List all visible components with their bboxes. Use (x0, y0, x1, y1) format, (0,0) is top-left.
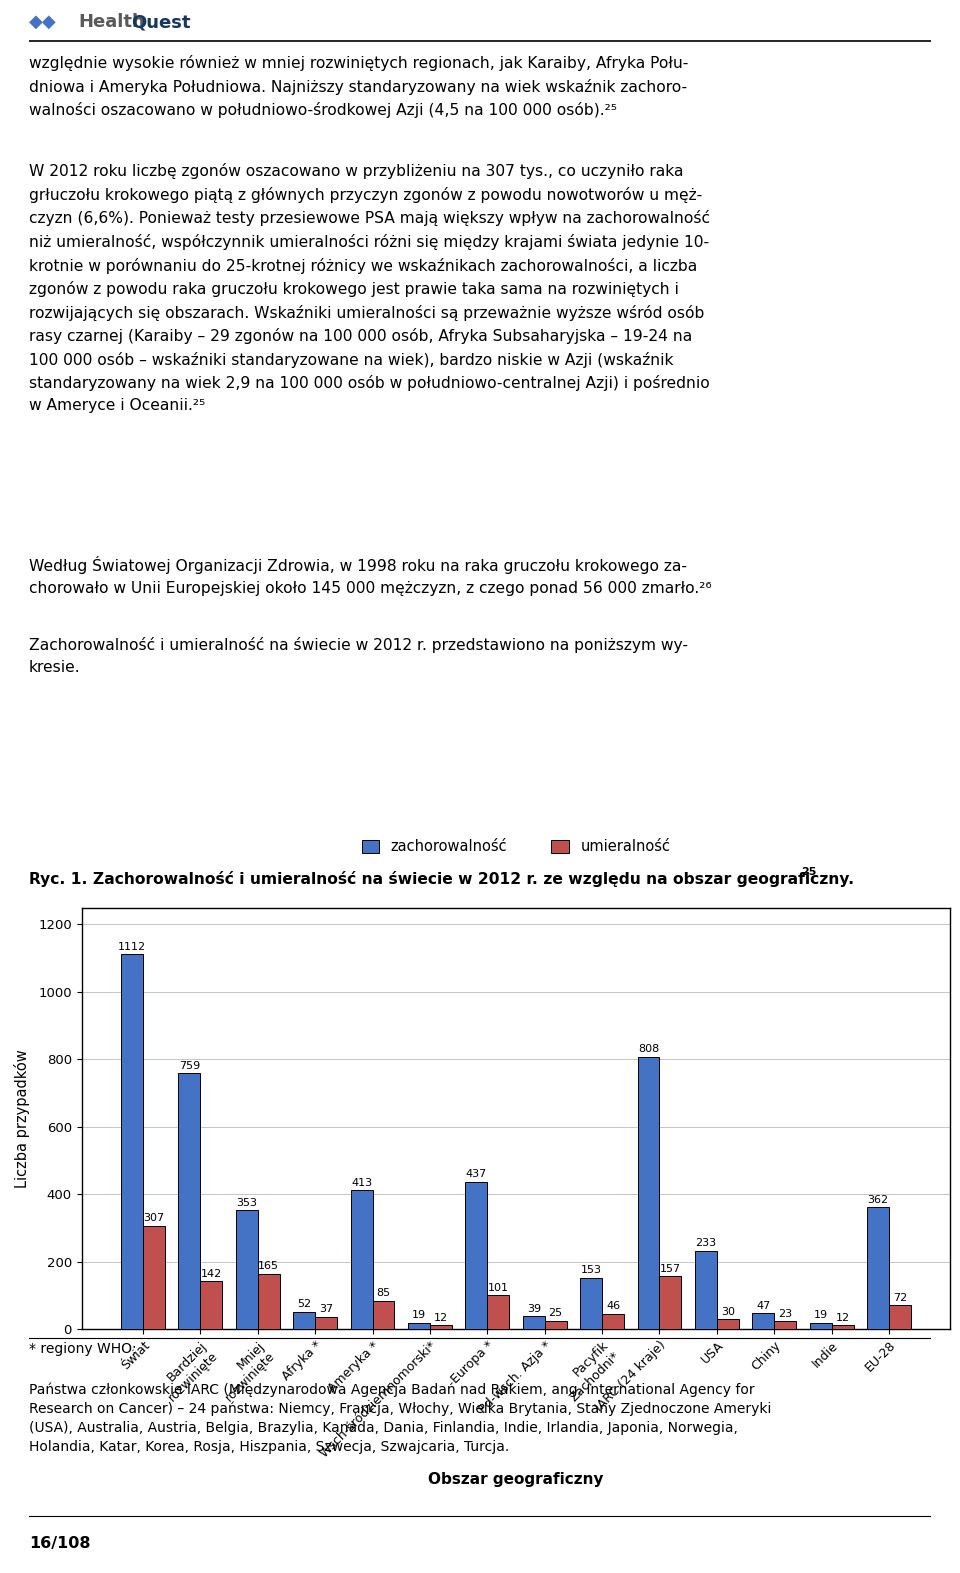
Text: 19: 19 (814, 1310, 828, 1320)
Text: 47: 47 (756, 1301, 771, 1310)
Bar (350, 1189, 372, 1329)
Bar (831, 1324, 853, 1329)
Bar (179, 1073, 201, 1329)
Bar (408, 1323, 430, 1329)
Bar (775, 1321, 796, 1329)
Text: 37: 37 (319, 1304, 333, 1315)
Text: 353: 353 (236, 1197, 257, 1208)
Bar (201, 1282, 222, 1329)
Text: 413: 413 (351, 1178, 372, 1188)
Text: 362: 362 (868, 1195, 889, 1205)
Text: 39: 39 (527, 1304, 540, 1313)
Text: 153: 153 (581, 1265, 602, 1276)
Text: Państwa członkowskie IARC (Międzynarodowa Agencja Badań nad Rakiem, ang. Interna: Państwa członkowskie IARC (Międzynarodow… (29, 1383, 771, 1455)
Text: 437: 437 (466, 1169, 487, 1180)
Bar (695, 1251, 717, 1329)
Bar (372, 1301, 395, 1329)
Text: 759: 759 (179, 1060, 200, 1071)
Y-axis label: Liczba przypadków: Liczba przypadków (13, 1049, 30, 1188)
Bar (121, 955, 143, 1329)
Bar (717, 1320, 738, 1329)
Bar (315, 1317, 337, 1329)
Bar (488, 1295, 509, 1329)
Text: ◆◆: ◆◆ (29, 13, 57, 31)
Text: 19: 19 (412, 1310, 426, 1320)
Text: 16/108: 16/108 (29, 1535, 90, 1551)
Text: 23: 23 (779, 1309, 792, 1320)
Text: Ryc. 1. Zachorowalność i umieralność na świecie w 2012 r. ze względu na obszar g: Ryc. 1. Zachorowalność i umieralność na … (29, 871, 854, 887)
Text: 46: 46 (606, 1301, 620, 1312)
Bar (257, 1274, 279, 1329)
Text: 157: 157 (660, 1263, 681, 1274)
Text: Według Światowej Organizacji Zdrowia, w 1998 roku na raka gruczołu krokowego za-: Według Światowej Organizacji Zdrowia, w … (29, 557, 711, 596)
Bar (143, 1225, 165, 1329)
Text: Quest: Quest (131, 13, 190, 31)
X-axis label: Obszar geograficzny: Obszar geograficzny (428, 1472, 604, 1486)
Legend: zachorowalność, umieralność: zachorowalność, umieralność (362, 838, 670, 854)
Text: 12: 12 (835, 1313, 850, 1323)
Bar (889, 1306, 911, 1329)
Text: * regiony WHO;: * regiony WHO; (29, 1342, 136, 1356)
Bar (236, 1210, 257, 1329)
Bar (294, 1312, 315, 1329)
Text: 25: 25 (802, 867, 817, 876)
Bar (867, 1206, 889, 1329)
Bar (602, 1313, 624, 1329)
Text: 52: 52 (298, 1299, 311, 1309)
Text: 307: 307 (143, 1213, 164, 1224)
Bar (637, 1057, 660, 1329)
Bar (466, 1181, 488, 1329)
Text: 30: 30 (721, 1307, 734, 1317)
Text: 101: 101 (488, 1282, 509, 1293)
Bar (660, 1276, 682, 1329)
Text: 233: 233 (695, 1238, 716, 1249)
Text: 25: 25 (548, 1309, 563, 1318)
Text: 85: 85 (376, 1288, 391, 1298)
Text: 12: 12 (434, 1313, 448, 1323)
Bar (430, 1324, 452, 1329)
Text: Health: Health (79, 13, 145, 31)
Text: 165: 165 (258, 1262, 279, 1271)
Text: 72: 72 (893, 1293, 907, 1302)
Text: 1112: 1112 (118, 942, 146, 952)
Text: 808: 808 (638, 1044, 660, 1054)
Bar (753, 1313, 775, 1329)
Bar (544, 1321, 566, 1329)
Bar (810, 1323, 831, 1329)
Text: względnie wysokie również w mniej rozwiniętych regionach, jak Karaiby, Afryka Po: względnie wysokie również w mniej rozwin… (29, 55, 688, 118)
Text: Zachorowalność i umieralność na świecie w 2012 r. przedstawiono na poniższym wy-: Zachorowalność i umieralność na świecie … (29, 637, 687, 675)
Text: 142: 142 (201, 1269, 222, 1279)
Bar (580, 1277, 602, 1329)
Text: W 2012 roku liczbę zgonów oszacowano w przybliżeniu na 307 tys., co uczyniło rak: W 2012 roku liczbę zgonów oszacowano w p… (29, 164, 709, 414)
Bar (523, 1317, 544, 1329)
